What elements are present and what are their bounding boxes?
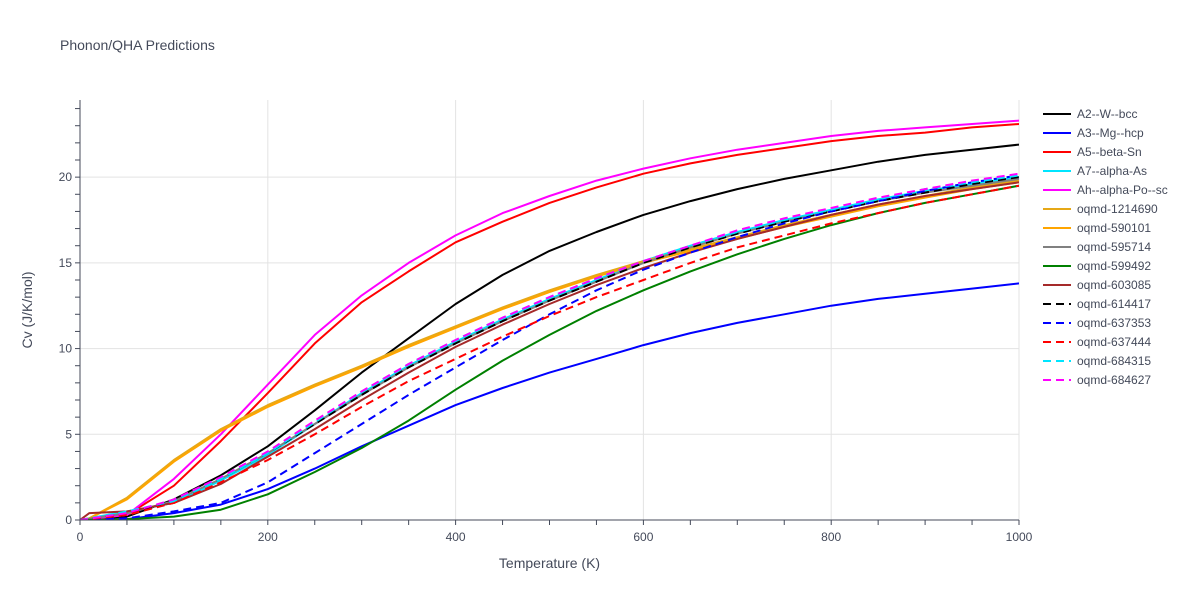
legend-label: oqmd-614417 (1077, 297, 1151, 311)
series-line-Ah--alpha-Po--sc (80, 119, 1019, 520)
series-line-oqmd-599492 (80, 184, 1019, 520)
legend-item[interactable]: oqmd-684627 (1043, 373, 1151, 387)
x-axis-title: Temperature (K) (499, 555, 600, 571)
series-line-oqmd-684627 (80, 172, 1019, 520)
legend-item[interactable]: oqmd-684315 (1043, 354, 1151, 368)
series-line-oqmd-637444 (80, 184, 1019, 520)
legend-label: oqmd-684627 (1077, 373, 1151, 387)
x-tick-label: 0 (77, 530, 84, 544)
legend-label: A2--W--bcc (1077, 107, 1137, 121)
series-lines (80, 119, 1019, 520)
x-tick-label: 800 (821, 530, 841, 544)
legend-item[interactable]: oqmd-603085 (1043, 278, 1151, 292)
series-line-oqmd-603085 (80, 181, 1019, 520)
legend-item[interactable]: oqmd-590101 (1043, 221, 1151, 235)
legend-label: oqmd-590101 (1077, 221, 1151, 235)
series-line-A2--W--bcc (80, 143, 1019, 520)
y-tick-label: 15 (59, 256, 73, 270)
legend-item[interactable]: oqmd-637444 (1043, 335, 1151, 349)
legend-item[interactable]: oqmd-614417 (1043, 297, 1151, 311)
x-tick-label: 1000 (1006, 530, 1033, 544)
legend-label: A3--Mg--hcp (1077, 126, 1144, 140)
legend-label: oqmd-684315 (1077, 354, 1151, 368)
series-line-A5--beta-Sn (80, 123, 1019, 520)
legend[interactable]: A2--W--bcc A3--Mg--hcp A5--beta-Sn A7--alph… (1043, 107, 1168, 387)
legend-label: oqmd-595714 (1077, 240, 1151, 254)
legend-item[interactable]: oqmd-599492 (1043, 259, 1151, 273)
series-line-oqmd-614417 (80, 176, 1019, 520)
legend-item[interactable]: oqmd-637353 (1043, 316, 1151, 330)
legend-item[interactable]: Ah--alpha-Po--sc (1043, 183, 1168, 197)
legend-item[interactable]: A2--W--bcc (1043, 107, 1137, 121)
legend-label: oqmd-637353 (1077, 316, 1151, 330)
grid (80, 100, 1020, 520)
series-line-oqmd-595714 (80, 177, 1019, 520)
y-tick-label: 20 (59, 170, 73, 184)
series-line-oqmd-684315 (80, 174, 1019, 520)
series-line-oqmd-1214690 (80, 179, 1019, 520)
y-tick-label: 10 (59, 342, 73, 356)
tick-labels: 0 200 400 600 800 1000 0 5 10 15 20 (59, 170, 1033, 544)
legend-label: A7--alpha-As (1077, 164, 1147, 178)
legend-label: oqmd-637444 (1077, 335, 1151, 349)
legend-label: oqmd-603085 (1077, 278, 1151, 292)
y-tick-label: 0 (65, 513, 72, 527)
y-axis-title: Cv (J/K/mol) (19, 272, 35, 349)
series-line-oqmd-590101 (80, 181, 1019, 520)
legend-label: Ah--alpha-Po--sc (1077, 183, 1168, 197)
legend-label: oqmd-1214690 (1077, 202, 1158, 216)
x-tick-label: 600 (633, 530, 653, 544)
legend-item[interactable]: oqmd-1214690 (1043, 202, 1158, 216)
legend-label: oqmd-599492 (1077, 259, 1151, 273)
y-tick-label: 5 (65, 427, 72, 441)
axes (75, 100, 1020, 525)
chart-title: Phonon/QHA Predictions (60, 37, 215, 53)
x-tick-label: 200 (258, 530, 278, 544)
x-tick-label: 400 (446, 530, 466, 544)
series-line-A3--Mg--hcp (80, 282, 1019, 520)
legend-item[interactable]: A3--Mg--hcp (1043, 126, 1144, 140)
legend-item[interactable]: oqmd-595714 (1043, 240, 1151, 254)
legend-item[interactable]: A5--beta-Sn (1043, 145, 1142, 159)
legend-label: A5--beta-Sn (1077, 145, 1142, 159)
series-line-oqmd-637353 (80, 174, 1019, 520)
legend-item[interactable]: A7--alpha-As (1043, 164, 1147, 178)
